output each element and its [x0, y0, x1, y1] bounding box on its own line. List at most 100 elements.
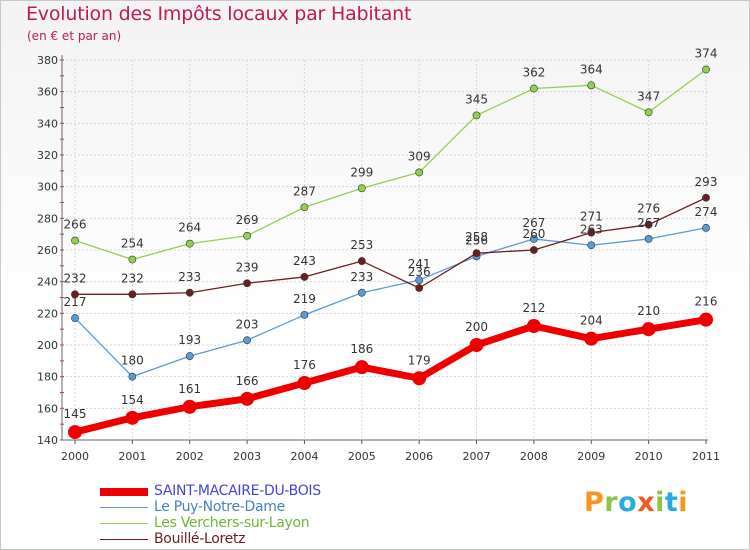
data-point [243, 336, 251, 345]
legend-swatch [100, 523, 148, 524]
logo-letter: P [584, 487, 605, 518]
data-label: 258 [465, 230, 488, 244]
data-point [415, 276, 424, 284]
x-tick-label: 2000 [61, 450, 89, 463]
legend-item-les-verchers-sur-layon[interactable]: Les Verchers-sur-Layon [100, 515, 400, 532]
data-point [530, 246, 538, 254]
data-label: 161 [178, 382, 201, 396]
x-tick-label: 2006 [405, 450, 433, 463]
data-label: 145 [64, 407, 87, 421]
logo-letter: t [664, 487, 679, 518]
data-point [472, 249, 481, 258]
data-label: 254 [121, 237, 144, 251]
data-point [412, 371, 427, 386]
y-tick-label: 140 [37, 434, 58, 447]
data-point [587, 241, 596, 250]
x-tick-label: 2011 [692, 450, 720, 463]
data-point [354, 360, 369, 375]
legend-label: SAINT-MACAIRE-DU-BOIS [154, 483, 321, 499]
data-label: 176 [293, 358, 316, 372]
data-point [243, 279, 251, 288]
data-label: 347 [637, 89, 660, 103]
data-point [641, 322, 656, 337]
data-point [472, 111, 481, 120]
series-line [75, 197, 707, 295]
data-label: 179 [408, 353, 431, 367]
data-label: 193 [178, 333, 201, 347]
legend-item-saint-macaire[interactable]: SAINT-MACAIRE-DU-BOIS [100, 483, 400, 500]
data-point [530, 235, 538, 243]
data-point [68, 425, 82, 440]
data-point [702, 193, 710, 202]
data-label: 216 [695, 295, 718, 309]
logo-letter: i [678, 487, 689, 518]
series-layer [68, 65, 713, 440]
logo-letter: i [655, 487, 665, 518]
data-point [644, 108, 653, 117]
x-tick-label: 2002 [176, 450, 204, 463]
y-tick-label: 160 [37, 402, 58, 415]
data-label: 260 [522, 227, 545, 241]
x-tick-label: 2009 [577, 450, 605, 463]
data-label: 293 [695, 175, 718, 189]
y-tick-label: 220 [37, 307, 58, 320]
series-line [74, 68, 707, 261]
data-point [702, 223, 710, 232]
logo-letter: r [604, 487, 619, 518]
legend-label: Le Puy-Notre-Dame [154, 499, 285, 515]
logo-letter: x [637, 487, 656, 518]
data-label: 287 [293, 184, 316, 198]
data-point [357, 257, 366, 265]
data-label: 267 [522, 216, 545, 230]
data-label: 219 [293, 292, 316, 306]
y-axis-ticks: 140 160 180 200 220 240 260 280 300 320 340 360 380 [37, 54, 58, 447]
data-point [587, 81, 596, 90]
data-point [415, 284, 424, 292]
data-point [702, 65, 710, 74]
data-label: 256 [465, 233, 488, 247]
data-label: 232 [64, 271, 87, 285]
data-point [125, 410, 140, 425]
logo-letter: o [618, 487, 638, 518]
chart-subtitle: (en € et par an) [27, 29, 122, 43]
data-point [530, 84, 538, 93]
legend-item-le-puy-notre-dame[interactable]: Le Puy-Notre-Dame [100, 499, 400, 516]
x-tick-label: 2001 [118, 450, 146, 463]
data-label: 345 [465, 92, 488, 106]
chart-title: Evolution des Impôts locaux par Habitant [26, 3, 412, 25]
data-label: 374 [695, 47, 718, 61]
x-axis-ticks: 2000 2001 2002 2003 2004 2005 2006 2007 2008 2009… [61, 450, 720, 463]
legend-item-bouille-loretz[interactable]: Bouillé-Loretz [100, 531, 400, 548]
data-point [415, 168, 424, 177]
data-label: 299 [350, 165, 373, 179]
data-point [128, 372, 137, 381]
legend-swatch [100, 488, 148, 496]
legend-label: Bouillé-Loretz [154, 531, 246, 547]
data-point [699, 312, 713, 327]
y-tick-label: 280 [37, 212, 58, 225]
data-point [357, 288, 366, 297]
data-label: 204 [580, 314, 603, 328]
data-label: 232 [121, 271, 144, 285]
data-point [297, 376, 312, 390]
grid-lines [62, 59, 708, 441]
y-tick-label: 300 [37, 181, 58, 194]
x-tick-label: 2003 [233, 450, 261, 463]
data-point [644, 220, 653, 229]
data-label: 166 [236, 374, 259, 388]
data-label: 217 [64, 295, 87, 309]
y-tick-label: 200 [37, 339, 58, 352]
data-label: 233 [178, 270, 201, 284]
data-point [584, 331, 599, 346]
data-point [357, 184, 366, 193]
y-tick-label: 380 [37, 54, 58, 67]
data-label: 271 [580, 210, 603, 224]
y-tick-label: 260 [37, 244, 58, 257]
legend-swatch [100, 539, 148, 540]
data-label: 241 [408, 257, 431, 271]
axes [60, 55, 708, 444]
y-tick-label: 240 [37, 276, 58, 289]
data-label: 210 [637, 304, 660, 318]
data-point [300, 273, 309, 281]
